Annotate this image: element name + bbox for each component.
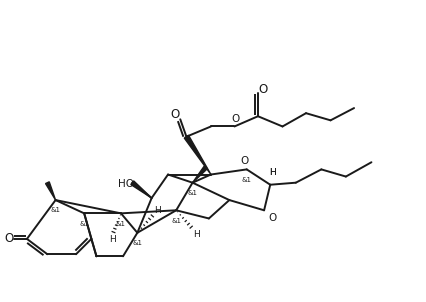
Text: O: O [240,156,248,166]
Text: H: H [268,168,275,177]
Text: H: H [109,236,116,244]
Text: H: H [268,168,275,177]
Text: &1: &1 [132,240,142,246]
Text: H: H [193,230,199,239]
Text: O: O [4,233,13,246]
Text: O: O [258,83,267,96]
Text: HO: HO [118,179,134,189]
Polygon shape [130,181,151,198]
Text: O: O [170,108,179,121]
Text: &1: &1 [241,177,251,183]
Text: &1: &1 [50,207,60,213]
Text: &1: &1 [187,190,197,196]
Polygon shape [46,182,55,200]
Text: &1: &1 [116,220,126,226]
Text: &1: &1 [79,220,89,226]
Text: O: O [268,214,276,223]
Polygon shape [184,135,210,175]
Text: O: O [231,114,239,124]
Text: H: H [154,206,161,215]
Polygon shape [192,166,207,183]
Text: &1: &1 [171,217,181,223]
